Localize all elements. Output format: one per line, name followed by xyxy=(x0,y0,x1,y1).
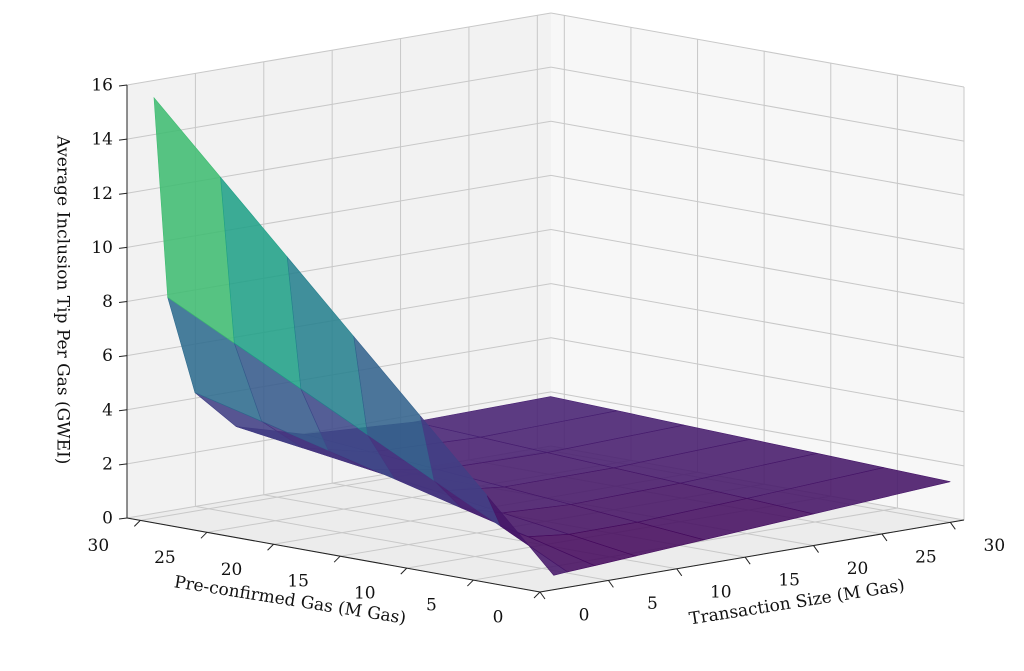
y-tick xyxy=(400,567,408,575)
x-tick-label: 30 xyxy=(984,536,1006,556)
y-tick xyxy=(333,555,341,563)
grid-line xyxy=(126,12,552,86)
y-tick xyxy=(133,520,141,527)
grid-line xyxy=(550,337,965,413)
grid-line xyxy=(550,283,965,359)
z-tick-label: 14 xyxy=(91,130,113,150)
grid-line xyxy=(195,505,609,581)
x-tick-label: 25 xyxy=(915,547,937,567)
grid-line xyxy=(550,120,965,196)
surface-facet xyxy=(486,495,569,576)
x-tick-label: 20 xyxy=(847,559,869,579)
z-tick-label: 12 xyxy=(91,184,113,204)
y-axis-line xyxy=(126,517,541,593)
z-tick xyxy=(118,246,128,249)
y-tick-label: 0 xyxy=(493,608,504,628)
x-tick xyxy=(881,533,888,542)
z-tick xyxy=(118,463,128,466)
z-tick-label: 4 xyxy=(102,400,113,420)
axes: 0 5 10 15 20 25 30 0 5 10 15 20 25 30 0 2 4 6 8 10 12 14 16 xyxy=(88,76,1006,628)
x-tick-label: 15 xyxy=(778,571,800,591)
y-tick xyxy=(533,591,541,599)
grid-line xyxy=(550,174,965,250)
y-tick xyxy=(467,579,474,587)
x-tick xyxy=(813,545,819,553)
y-tick-label: 30 xyxy=(88,536,110,556)
x-tick xyxy=(539,591,546,600)
y-tick xyxy=(267,543,274,551)
z-tick xyxy=(118,409,128,412)
z-tick xyxy=(118,138,128,141)
z-tick xyxy=(118,84,128,87)
z-tick-label: 6 xyxy=(102,346,113,366)
x-tick-label: 0 xyxy=(579,606,590,626)
z-tick-label: 0 xyxy=(102,509,113,529)
grid-line xyxy=(550,12,965,88)
x-axis-line xyxy=(539,519,965,593)
z-axis-label: Average Inclusion Tip Per Gas (GWEI) xyxy=(53,135,73,465)
y-tick-label: 20 xyxy=(221,560,243,580)
grid-line xyxy=(126,66,552,140)
x-tick xyxy=(744,556,751,565)
y-tick-label: 10 xyxy=(354,584,376,604)
x-tick xyxy=(676,568,683,577)
x-tick-label: 5 xyxy=(647,594,658,614)
x-tick-label: 10 xyxy=(710,582,732,602)
z-tick xyxy=(118,355,128,358)
z-tick-label: 2 xyxy=(102,454,113,474)
x-tick xyxy=(949,522,956,530)
z-tick-label: 10 xyxy=(91,238,113,258)
z-tick-label: 16 xyxy=(91,76,113,96)
grid-line xyxy=(550,66,965,142)
z-tick xyxy=(118,517,128,520)
y-tick-label: 25 xyxy=(154,548,176,568)
surface xyxy=(153,96,951,576)
z-tick xyxy=(118,301,128,303)
z-tick-label: 8 xyxy=(102,292,113,312)
z-tick xyxy=(118,192,128,195)
grid-line xyxy=(550,391,965,467)
grid-line xyxy=(550,229,965,304)
y-tick-label: 5 xyxy=(426,596,437,616)
y-tick xyxy=(200,531,208,539)
x-tick xyxy=(607,580,614,588)
y-tick-label: 15 xyxy=(287,572,309,592)
